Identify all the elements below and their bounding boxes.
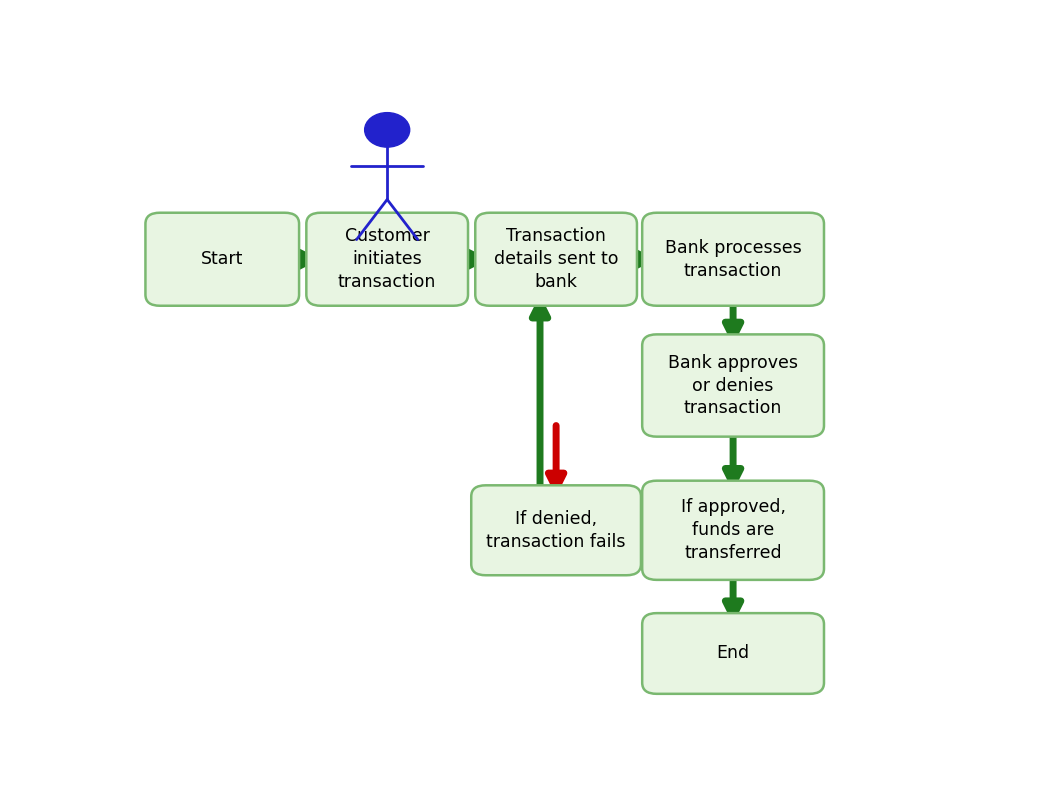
FancyBboxPatch shape <box>643 613 824 694</box>
Circle shape <box>364 113 410 147</box>
FancyBboxPatch shape <box>471 486 641 575</box>
Text: Customer
initiates
transaction: Customer initiates transaction <box>338 227 436 291</box>
FancyBboxPatch shape <box>145 213 299 306</box>
FancyBboxPatch shape <box>475 213 637 306</box>
FancyBboxPatch shape <box>306 213 468 306</box>
Text: Start: Start <box>201 250 244 268</box>
FancyBboxPatch shape <box>643 334 824 437</box>
Text: Bank approves
or denies
transaction: Bank approves or denies transaction <box>668 354 798 418</box>
Text: Bank processes
transaction: Bank processes transaction <box>664 238 801 280</box>
Text: If approved,
funds are
transferred: If approved, funds are transferred <box>681 498 786 562</box>
FancyBboxPatch shape <box>643 481 824 580</box>
Text: If denied,
transaction fails: If denied, transaction fails <box>487 510 626 550</box>
FancyBboxPatch shape <box>643 213 824 306</box>
Text: End: End <box>716 645 749 662</box>
Text: Transaction
details sent to
bank: Transaction details sent to bank <box>494 227 619 291</box>
